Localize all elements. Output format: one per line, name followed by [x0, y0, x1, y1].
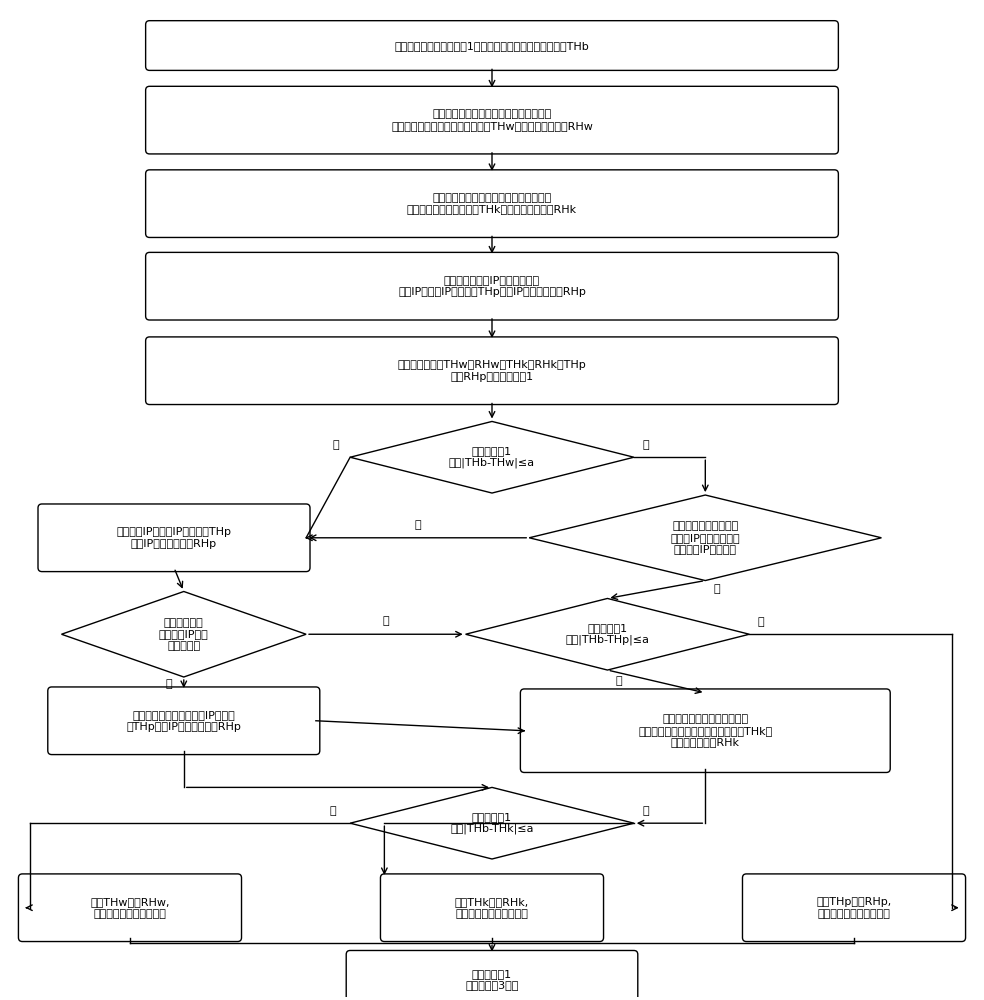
Text: 智能控制器1
控制加热器3加热: 智能控制器1 控制加热器3加热: [465, 969, 519, 990]
FancyBboxPatch shape: [146, 86, 838, 154]
Text: 获取多个家电设备对应的IP环境温
度THp以及IP环境环境湿度RHp: 获取多个家电设备对应的IP环境温 度THp以及IP环境环境湿度RHp: [126, 710, 241, 732]
Text: 是: 是: [333, 440, 338, 450]
Text: 云端服务器根据空间位置获取
距离最近的家电设备的最近环境温度THk以
及最近环境湿度RHk: 云端服务器根据空间位置获取 距离最近的家电设备的最近环境温度THk以 及最近环境…: [639, 714, 772, 747]
Polygon shape: [350, 787, 634, 859]
Text: 智能控制器1
判断|THb-THk|≤a: 智能控制器1 判断|THb-THk|≤a: [451, 812, 533, 834]
FancyBboxPatch shape: [146, 337, 838, 405]
FancyBboxPatch shape: [146, 170, 838, 237]
Text: 云端服务器传递THw、RHw、THk、RHk、THp
以及RHp至智能控制器1: 云端服务器传递THw、RHw、THk、RHk、THp 以及RHp至智能控制器1: [398, 360, 586, 382]
Polygon shape: [465, 598, 750, 670]
Text: 根据THw以及RHw,
当满足翻转梁加热条件后: 根据THw以及RHw, 当满足翻转梁加热条件后: [91, 897, 169, 919]
Text: 根据THk以及RHk,
当满足翻转梁加热条件后: 根据THk以及RHk, 当满足翻转梁加热条件后: [455, 897, 529, 919]
FancyBboxPatch shape: [743, 874, 965, 942]
FancyBboxPatch shape: [381, 874, 603, 942]
Polygon shape: [350, 421, 634, 493]
Text: 判断空间位置所在家电
设备的IP地址是否存在
与冰箱的IP地址相同: 判断空间位置所在家电 设备的IP地址是否存在 与冰箱的IP地址相同: [670, 521, 740, 554]
Text: 否: 否: [713, 584, 720, 594]
Text: 否: 否: [643, 440, 648, 450]
Text: 否: 否: [383, 616, 389, 626]
Text: 否: 否: [616, 676, 623, 686]
Text: 是: 是: [414, 520, 421, 530]
FancyBboxPatch shape: [146, 252, 838, 320]
Text: 判断是否存在
多个相同IP地址
的家电设备: 判断是否存在 多个相同IP地址 的家电设备: [158, 618, 209, 651]
Text: 是: 是: [165, 679, 172, 689]
Text: 云端服务器根据空间位置获取距离最近的
家电设备的最近环境温度THk以及最近环境湿度RHk: 云端服务器根据空间位置获取距离最近的 家电设备的最近环境温度THk以及最近环境湿…: [407, 193, 577, 214]
Text: 智能控制器1
判断|THb-THw|≤a: 智能控制器1 判断|THb-THw|≤a: [449, 446, 535, 468]
Polygon shape: [61, 591, 306, 677]
Text: 获取所在IP地址的IP环境温度THp
以及IP环境环境湿度RHp: 获取所在IP地址的IP环境温度THp 以及IP环境环境湿度RHp: [116, 527, 231, 549]
FancyBboxPatch shape: [346, 950, 638, 1000]
Text: 否: 否: [330, 806, 336, 816]
FancyBboxPatch shape: [19, 874, 241, 942]
Text: 是: 是: [758, 617, 765, 627]
Text: 云端服务器从智能控制器1获取位置信息以及本体环境温度THb: 云端服务器从智能控制器1获取位置信息以及本体环境温度THb: [395, 41, 589, 51]
FancyBboxPatch shape: [48, 687, 320, 755]
Text: 智能控制器1
判断|THb-THp|≤a: 智能控制器1 判断|THb-THp|≤a: [566, 623, 649, 645]
FancyBboxPatch shape: [146, 21, 838, 70]
FancyBboxPatch shape: [38, 504, 310, 572]
Text: 云端服务器传递空间位置至云端数据库，
并从云端数据库获取位置环境温度THw以及位置环境湿度RHw: 云端服务器传递空间位置至云端数据库， 并从云端数据库获取位置环境温度THw以及位…: [391, 109, 593, 131]
Text: 根据THp以及RHp,
当满足翻转梁加热条件后: 根据THp以及RHp, 当满足翻转梁加热条件后: [817, 897, 892, 919]
FancyBboxPatch shape: [521, 689, 891, 772]
Text: 是: 是: [643, 806, 648, 816]
Text: 云端服务器根据IP地址获取冰箱
所在IP地址的IP环境温度THp以及IP环境环境湿度RHp: 云端服务器根据IP地址获取冰箱 所在IP地址的IP环境温度THp以及IP环境环境…: [399, 275, 585, 297]
Polygon shape: [529, 495, 882, 581]
